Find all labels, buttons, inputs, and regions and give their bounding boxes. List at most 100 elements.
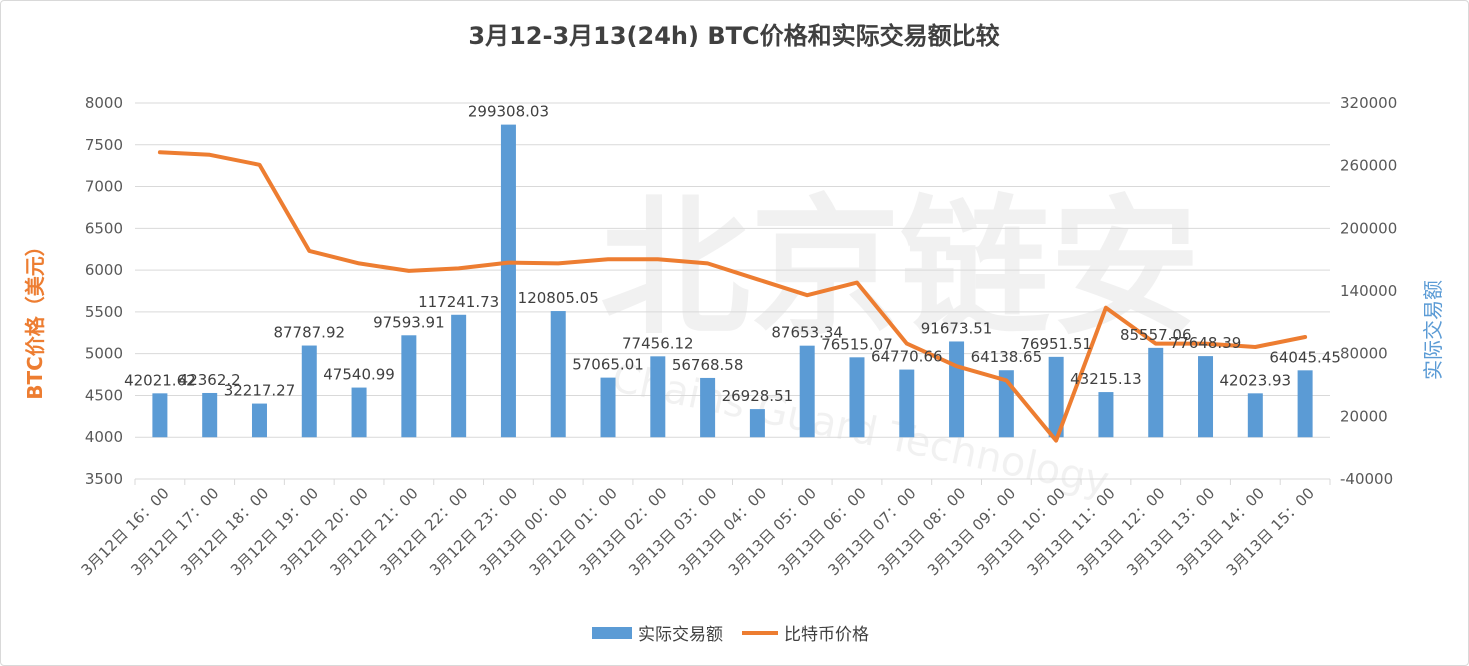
right-tick-label: -40000 <box>1340 470 1393 488</box>
bar-data-label: 91673.51 <box>921 319 993 337</box>
x-tick-label: 3月13日 03：00 <box>625 484 720 579</box>
bar <box>1098 392 1114 438</box>
bar <box>202 392 218 438</box>
x-tick-label: 3月13日 09：00 <box>924 484 1019 579</box>
x-tick-label: 3月12日 17：00 <box>127 484 222 579</box>
bar <box>1297 370 1313 438</box>
bar-data-label: 77456.12 <box>622 334 694 352</box>
legend-bar-swatch <box>592 627 632 639</box>
x-tick-label: 3月12日 19：00 <box>227 484 322 579</box>
bar-data-label: 64045.45 <box>1269 348 1341 366</box>
bar-data-label: 64770.66 <box>871 348 943 366</box>
legend: 实际交易额 比特币价格 <box>592 625 869 645</box>
bar-data-label: 77648.39 <box>1170 334 1242 352</box>
bar-data-label: 42023.93 <box>1220 371 1292 389</box>
x-tick-label: 3月13日 02：00 <box>575 484 670 579</box>
left-tick-label: 8000 <box>85 94 123 112</box>
bar-data-label: 87653.34 <box>771 324 843 342</box>
bar-data-label: 43215.13 <box>1070 370 1142 388</box>
bar <box>600 377 616 438</box>
left-tick-label: 6500 <box>85 219 123 237</box>
bar <box>650 356 666 438</box>
left-tick-label: 5500 <box>85 303 123 321</box>
right-tick-label: 200000 <box>1340 219 1397 237</box>
bar-data-label: 76951.51 <box>1020 335 1092 353</box>
bar <box>451 314 467 438</box>
left-tick-label: 6000 <box>85 261 123 279</box>
bar-data-label: 85557.06 <box>1120 326 1192 344</box>
x-tick-label: 3月13日 14：00 <box>1173 484 1268 579</box>
left-axis-title: BTC价格（美元） <box>23 236 47 400</box>
x-tick-label: 3月12日 22：00 <box>376 484 471 579</box>
x-tick-label: 3月13日 08：00 <box>874 484 969 579</box>
x-tick-label: 3月13日 10：00 <box>974 484 1069 579</box>
right-axis-title: 实际交易额 <box>1421 280 1445 380</box>
bar <box>152 393 168 438</box>
x-tick-label: 3月12日 20：00 <box>277 484 372 579</box>
legend-line-label: 比特币价格 <box>784 625 869 645</box>
bar-data-label: 42362.2 <box>179 371 241 389</box>
bar <box>799 345 815 438</box>
x-tick-label: 3月12日 23：00 <box>426 484 521 579</box>
bar <box>1148 347 1164 438</box>
left-tick-label: 7500 <box>85 136 123 154</box>
bar-data-label: 97593.91 <box>373 313 445 331</box>
right-tick-label: 80000 <box>1340 345 1388 363</box>
right-tick-label: 20000 <box>1340 407 1388 425</box>
bar <box>401 335 417 438</box>
bar-data-label: 64138.65 <box>971 348 1043 366</box>
bar-data-label: 299308.03 <box>468 103 549 121</box>
bar-data-label: 87787.92 <box>273 324 345 342</box>
left-tick-label: 4000 <box>85 428 123 446</box>
x-tick-label: 3月13日 13：00 <box>1123 484 1218 579</box>
bar <box>749 409 765 438</box>
x-tick-label: 3月12日 18：00 <box>177 484 272 579</box>
bar-data-label: 117241.73 <box>418 293 499 311</box>
x-tick-label: 3月13日 00：00 <box>476 484 571 579</box>
bar <box>949 341 965 438</box>
bar <box>700 377 716 438</box>
legend-bar-label: 实际交易额 <box>638 625 723 645</box>
left-tick-label: 7000 <box>85 178 123 196</box>
bar <box>849 357 865 438</box>
bar-data-label: 26928.51 <box>722 387 794 405</box>
bar <box>251 403 267 438</box>
bar-data-label: 120805.05 <box>518 289 599 307</box>
bar <box>550 311 566 438</box>
left-tick-label: 5000 <box>85 345 123 363</box>
x-tick-label: 3月13日 11：00 <box>1024 484 1119 579</box>
watermark-main: 北京链安 <box>600 182 1200 356</box>
right-tick-label: 260000 <box>1340 157 1397 175</box>
bar <box>899 369 915 438</box>
right-tick-label: 320000 <box>1340 94 1397 112</box>
x-tick-label: 3月12日 01：00 <box>526 484 621 579</box>
bar-data-label: 32217.27 <box>224 382 296 400</box>
x-tick-label: 3月12日 16：00 <box>78 484 173 579</box>
left-tick-label: 3500 <box>85 470 123 488</box>
bar <box>1048 356 1064 438</box>
x-tick-label: 3月13日 15：00 <box>1223 484 1318 579</box>
bar <box>1198 356 1214 438</box>
bar-data-label: 47540.99 <box>323 366 395 384</box>
bar-data-label: 57065.01 <box>572 356 644 374</box>
bar-data-label: 56768.58 <box>672 356 744 374</box>
x-tick-label: 3月13日 06：00 <box>775 484 870 579</box>
x-tick-label: 3月13日 04：00 <box>675 484 770 579</box>
x-tick-label: 3月13日 07：00 <box>824 484 919 579</box>
chart-title: 3月12-3月13(24h) BTC价格和实际交易额比较 <box>468 22 999 50</box>
left-tick-label: 4500 <box>85 386 123 404</box>
price-line <box>157 150 1308 443</box>
right-tick-label: 140000 <box>1340 282 1397 300</box>
bar <box>301 345 317 438</box>
bar <box>500 124 516 438</box>
line-series <box>157 150 1308 443</box>
bar-data-label: 42021.62 <box>124 371 196 389</box>
x-tick-label: 3月12日 21：00 <box>327 484 422 579</box>
bar <box>1247 393 1263 438</box>
bar-data-label: 76515.07 <box>821 335 893 353</box>
bar <box>351 387 367 438</box>
x-tick-label: 3月13日 05：00 <box>725 484 820 579</box>
